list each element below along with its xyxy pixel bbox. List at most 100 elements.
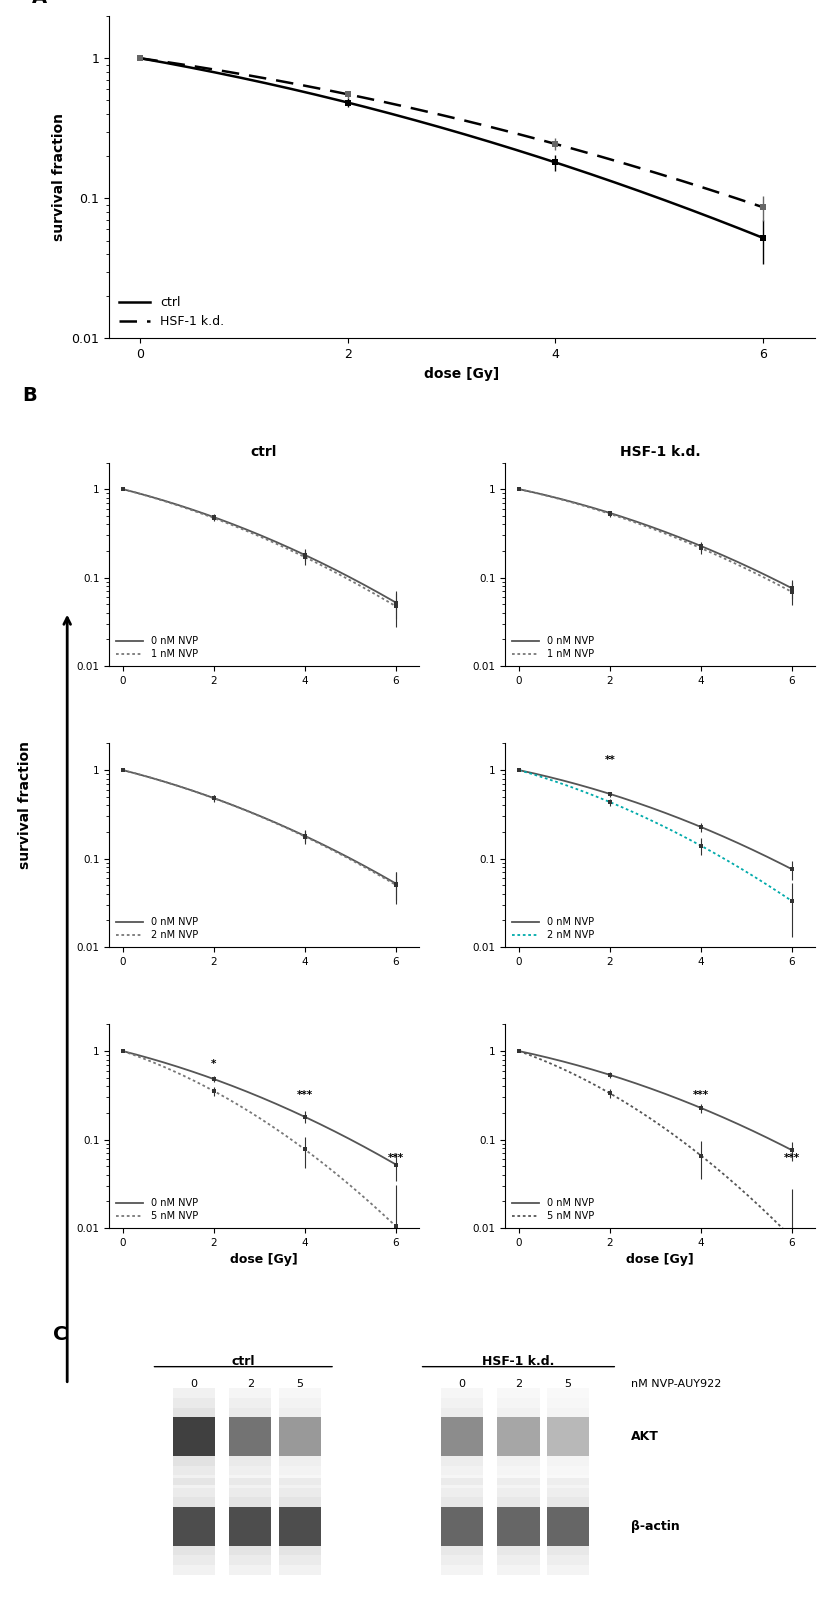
- Bar: [441, 1497, 483, 1507]
- Bar: [173, 1488, 215, 1497]
- Legend: 0 nM NVP, 2 nM NVP: 0 nM NVP, 2 nM NVP: [510, 916, 596, 942]
- Text: 5: 5: [297, 1378, 303, 1389]
- Bar: [229, 1507, 271, 1546]
- Title: HSF-1 k.d.: HSF-1 k.d.: [620, 444, 701, 459]
- Text: A: A: [32, 0, 47, 6]
- Title: ctrl: ctrl: [251, 444, 277, 459]
- Bar: [279, 1407, 321, 1417]
- Bar: [173, 1475, 215, 1484]
- Bar: [173, 1397, 215, 1407]
- Bar: [279, 1475, 321, 1484]
- Bar: [441, 1555, 483, 1565]
- Bar: [497, 1497, 539, 1507]
- Bar: [441, 1407, 483, 1417]
- X-axis label: dose [Gy]: dose [Gy]: [424, 367, 500, 380]
- Bar: [173, 1465, 215, 1475]
- Bar: [279, 1565, 321, 1575]
- Bar: [547, 1388, 589, 1397]
- Bar: [229, 1388, 271, 1397]
- Bar: [547, 1475, 589, 1484]
- Text: survival fraction: survival fraction: [18, 741, 32, 869]
- Bar: [547, 1455, 589, 1465]
- Bar: [497, 1417, 539, 1455]
- Text: C: C: [53, 1325, 67, 1344]
- Legend: 0 nM NVP, 1 nM NVP: 0 nM NVP, 1 nM NVP: [114, 634, 200, 662]
- Bar: [229, 1488, 271, 1497]
- Bar: [547, 1465, 589, 1475]
- Bar: [229, 1397, 271, 1407]
- Legend: 0 nM NVP, 5 nM NVP: 0 nM NVP, 5 nM NVP: [114, 1196, 200, 1224]
- Bar: [547, 1397, 589, 1407]
- Bar: [279, 1546, 321, 1555]
- Bar: [547, 1497, 589, 1507]
- Bar: [441, 1546, 483, 1555]
- Text: nM NVP-AUY922: nM NVP-AUY922: [632, 1378, 722, 1389]
- Bar: [497, 1565, 539, 1575]
- Bar: [173, 1507, 215, 1546]
- Bar: [497, 1407, 539, 1417]
- Bar: [229, 1546, 271, 1555]
- Text: ***: ***: [693, 1090, 709, 1100]
- Legend: 0 nM NVP, 2 nM NVP: 0 nM NVP, 2 nM NVP: [114, 916, 200, 942]
- Bar: [229, 1407, 271, 1417]
- Text: 0: 0: [459, 1378, 465, 1389]
- Text: ctrl: ctrl: [232, 1354, 255, 1367]
- Bar: [279, 1478, 321, 1488]
- Text: ***: ***: [784, 1153, 801, 1162]
- Text: AKT: AKT: [632, 1430, 659, 1443]
- Bar: [441, 1488, 483, 1497]
- Bar: [279, 1555, 321, 1565]
- Bar: [279, 1455, 321, 1465]
- Bar: [441, 1475, 483, 1484]
- Bar: [173, 1565, 215, 1575]
- Bar: [547, 1546, 589, 1555]
- Bar: [279, 1507, 321, 1546]
- Bar: [441, 1478, 483, 1488]
- Bar: [173, 1407, 215, 1417]
- Bar: [229, 1475, 271, 1484]
- Bar: [497, 1488, 539, 1497]
- X-axis label: dose [Gy]: dose [Gy]: [230, 1253, 298, 1267]
- Bar: [441, 1455, 483, 1465]
- Bar: [497, 1397, 539, 1407]
- Bar: [547, 1555, 589, 1565]
- Text: B: B: [23, 386, 37, 406]
- Bar: [229, 1497, 271, 1507]
- Bar: [279, 1397, 321, 1407]
- Bar: [547, 1507, 589, 1546]
- Legend: 0 nM NVP, 1 nM NVP: 0 nM NVP, 1 nM NVP: [510, 634, 596, 662]
- Bar: [279, 1488, 321, 1497]
- Y-axis label: survival fraction: survival fraction: [52, 113, 66, 242]
- Bar: [173, 1478, 215, 1488]
- Bar: [279, 1388, 321, 1397]
- Text: *: *: [211, 1059, 217, 1069]
- Bar: [497, 1455, 539, 1465]
- Bar: [441, 1417, 483, 1455]
- Bar: [229, 1478, 271, 1488]
- Text: ***: ***: [297, 1090, 313, 1100]
- Bar: [229, 1565, 271, 1575]
- Bar: [497, 1546, 539, 1555]
- Bar: [279, 1465, 321, 1475]
- Text: HSF-1 k.d.: HSF-1 k.d.: [482, 1354, 554, 1367]
- Bar: [547, 1488, 589, 1497]
- Bar: [497, 1475, 539, 1484]
- Text: ***: ***: [388, 1153, 404, 1162]
- Bar: [173, 1555, 215, 1565]
- Bar: [229, 1455, 271, 1465]
- Bar: [497, 1555, 539, 1565]
- Bar: [441, 1397, 483, 1407]
- Bar: [547, 1565, 589, 1575]
- Bar: [173, 1388, 215, 1397]
- Bar: [279, 1417, 321, 1455]
- Text: β-actin: β-actin: [632, 1520, 680, 1533]
- Legend: 0 nM NVP, 5 nM NVP: 0 nM NVP, 5 nM NVP: [510, 1196, 596, 1224]
- Bar: [173, 1455, 215, 1465]
- Bar: [441, 1565, 483, 1575]
- Bar: [279, 1497, 321, 1507]
- Bar: [547, 1407, 589, 1417]
- Bar: [441, 1465, 483, 1475]
- Bar: [173, 1546, 215, 1555]
- Text: 0: 0: [191, 1378, 197, 1389]
- Bar: [497, 1507, 539, 1546]
